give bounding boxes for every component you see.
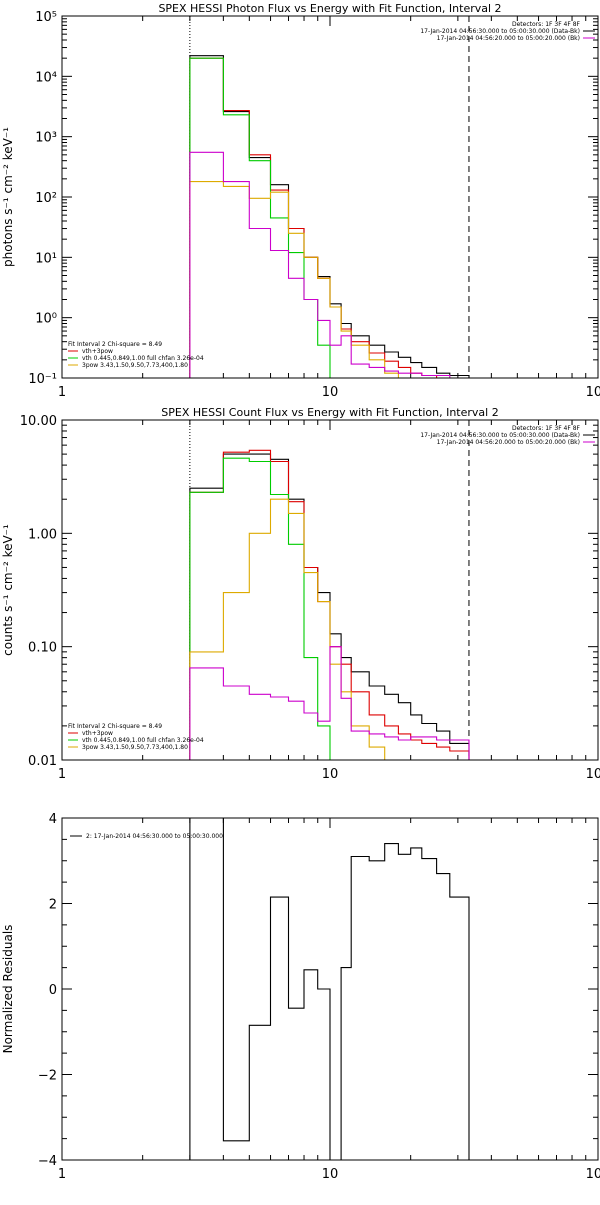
x-tick-label: 1 [58,385,66,400]
x-tick-label: 100 [586,767,600,782]
x-tick-label: 100 [586,1167,600,1182]
legend-top-entry: 17-Jan-2014 04:56:30.000 to 05:00:30.000… [420,28,580,35]
plot-frame [61,817,599,1161]
series-line-1 [189,449,470,760]
y-tick-label: 2 [49,898,57,913]
y-tick-label: 10.00 [20,414,57,429]
series-group [189,818,470,1160]
y-tick-label: 1.00 [28,527,57,542]
x-tick-label: 10 [322,767,339,782]
plot-1: SPEX HESSI Photon Flux vs Energy with Fi… [1,2,600,400]
y-tick-label: 10⁴ [35,70,57,85]
legend-bottom-entry: Fit Interval 2 Chi-square = 8.49 [68,723,162,730]
y-tick-label: 0.01 [28,754,57,769]
x-tick-label: 10 [322,1167,339,1182]
plot-frame [61,419,599,761]
y-tick-label: 10¹ [35,251,57,266]
plot-frame [61,15,599,379]
legend-top-entry: 2: 17-Jan-2014 04:56:30.000 to 05:00:30.… [86,833,223,840]
series-line-4 [189,646,470,760]
legend-bottom-entry: vth 0.445,0.849,1.00 full chfan 3.26e-04 [82,737,204,744]
legend-bottom-entry: Fit Interval 2 Chi-square = 8.49 [68,341,162,348]
legend-top-entry: 17-Jan-2014 04:56:20.000 to 05:00:20.000… [437,35,580,42]
y-tick-label: −4 [38,1154,57,1169]
series-group [189,55,470,378]
y-tick-label: 0.10 [28,641,57,656]
y-tick-label: 10³ [35,131,57,146]
legend-bottom-entry: vth+3pow [82,730,113,737]
x-tick-label: 1 [58,1167,66,1182]
plot-title: SPEX HESSI Count Flux vs Energy with Fit… [161,406,498,419]
y-tick-label: 10⁰ [35,312,57,327]
series-line-2 [189,457,331,760]
legend-top-entry: 17-Jan-2014 04:56:30.000 to 05:00:30.000… [420,432,580,439]
plot-3: Normalized Residuals 1 10 100 −4 −2 0 2 4 2: 17-J… [1,812,600,1182]
series-line-2 [189,57,331,378]
x-tick-label: 100 [586,385,600,400]
y-tick-label: 10⁻¹ [28,372,57,387]
y-tick-label: 10² [35,191,57,206]
legend-top-entry: Detectors: 1F 3F 4F 8F [512,21,581,28]
y-axis-label: counts s⁻¹ cm⁻² keV⁻¹ [1,524,15,656]
series-line-0 [189,55,470,378]
series-line-0 [189,818,470,1160]
y-tick-label: 0 [49,983,57,998]
y-tick-label: −2 [38,1069,57,1084]
plot-title: SPEX HESSI Photon Flux vs Energy with Fi… [158,2,501,15]
y-tick-label: 4 [49,812,57,827]
legend-bottom-entry: vth 0.445,0.849,1.00 full chfan 3.26e-04 [82,355,204,362]
legend-top-entry: 17-Jan-2014 04:56:20.000 to 05:00:20.000… [437,439,580,446]
series-line-3 [189,181,399,378]
plot-2: SPEX HESSI Count Flux vs Energy with Fit… [1,406,600,782]
y-axis-label: Normalized Residuals [1,925,15,1054]
y-axis-label: photons s⁻¹ cm⁻² keV⁻¹ [1,127,15,267]
y-tick-label: 10⁵ [35,10,57,25]
series-line-4 [189,151,470,378]
series-group [189,449,470,760]
legend-bottom-entry: 3pow 3.43,1.50,9.50,7.73,400,1.80 [82,744,188,751]
legend-bottom-entry: 3pow 3.43,1.50,9.50,7.73,400,1.80 [82,362,188,369]
legend-bottom-entry: vth+3pow [82,348,113,355]
legend-top-entry: Detectors: 1F 3F 4F 8F [512,425,581,432]
x-tick-label: 10 [322,385,339,400]
x-tick-label: 1 [58,767,66,782]
